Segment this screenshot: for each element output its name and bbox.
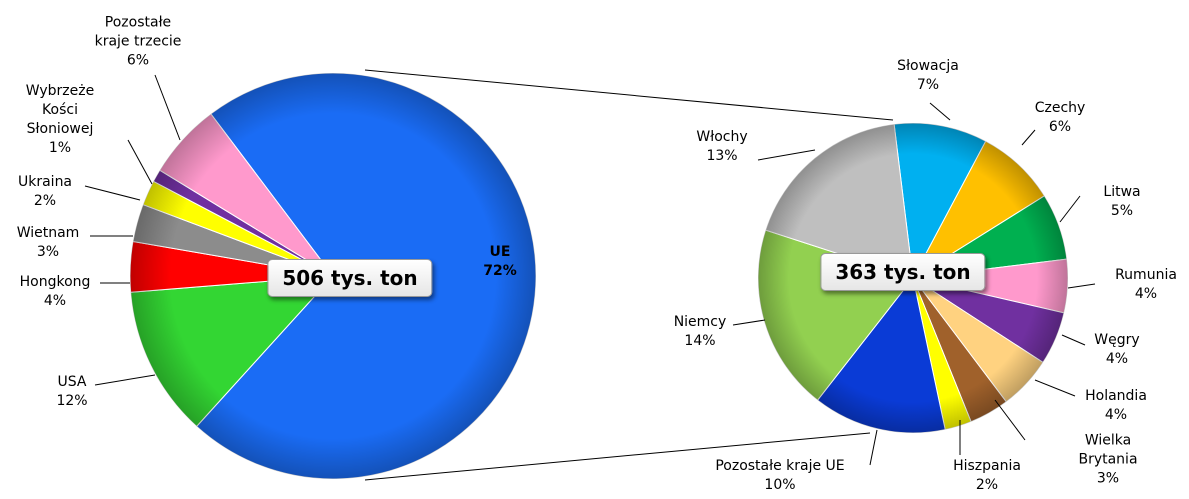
- slice-label: Hiszpania 2%: [953, 457, 1021, 495]
- value-label: 10%: [764, 477, 796, 493]
- value-label: 4%: [1105, 351, 1129, 367]
- slice-label: Czechy 6%: [1035, 99, 1086, 137]
- value-label: 4%: [1104, 407, 1128, 423]
- leader-line: [1059, 195, 1081, 223]
- slice-label: Hongkong 4%: [20, 273, 91, 311]
- value-label: 5%: [1110, 203, 1134, 219]
- value-label: 6%: [1048, 119, 1072, 135]
- total-label: 506 tys. ton: [267, 259, 433, 297]
- leader-line: [757, 149, 816, 161]
- value-label: 7%: [916, 77, 940, 93]
- leader-line: [94, 374, 156, 386]
- slice-label: Węgry 4%: [1094, 331, 1139, 369]
- category-label: Holandia: [1085, 388, 1147, 404]
- slice-label: Holandia 4%: [1085, 387, 1147, 425]
- category-label: Wielka Brytania: [1078, 432, 1138, 468]
- value-label: 72%: [483, 263, 517, 279]
- leader-line: [869, 429, 878, 466]
- leader-line: [732, 319, 766, 326]
- leader-line: [1067, 283, 1096, 289]
- category-label: Ukraina: [17, 174, 73, 190]
- category-label: UE: [489, 244, 511, 260]
- value-label: 2%: [975, 477, 999, 493]
- category-label: Czechy: [1034, 100, 1086, 116]
- slice-label: Słowacja 7%: [897, 57, 959, 95]
- value-label: 1%: [48, 140, 72, 156]
- category-label: Słowacja: [897, 58, 959, 74]
- category-label: Pozostałe kraje trzecie: [94, 14, 182, 50]
- value-label: 3%: [36, 244, 60, 260]
- value-label: 13%: [706, 148, 738, 164]
- value-label: 4%: [43, 293, 67, 309]
- leader-line: [1061, 334, 1086, 346]
- slice-label: Pozostałe kraje UE 10%: [715, 457, 844, 495]
- category-label: Niemcy: [673, 314, 727, 330]
- value-label: 14%: [684, 333, 716, 349]
- annotation: 506 tys. ton: [282, 266, 418, 290]
- category-label: Hiszpania: [953, 458, 1021, 474]
- slice-label: Wietnam 3%: [17, 224, 80, 262]
- value-label: 2%: [33, 193, 57, 209]
- slice-label: Litwa 5%: [1103, 183, 1140, 221]
- leader-line: [84, 185, 141, 201]
- value-label: 6%: [126, 52, 150, 69]
- category-label: Węgry: [1094, 332, 1140, 348]
- leader-line: [127, 139, 153, 185]
- category-label: Pozostałe kraje UE: [715, 458, 845, 474]
- leader-line: [1034, 379, 1076, 397]
- category-label: Włochy: [696, 129, 748, 145]
- category-label: Rumunia: [1115, 267, 1177, 283]
- total-label: 363 tys. ton: [820, 253, 986, 291]
- slice-label: Wielka Brytania 3%: [1068, 432, 1149, 489]
- leader-line: [929, 102, 951, 121]
- slice-label: Rumunia 4%: [1115, 266, 1177, 304]
- value-label: 3%: [1096, 470, 1120, 487]
- slice-label: Ukraina 2%: [18, 173, 72, 211]
- leader-line: [154, 74, 181, 141]
- category-label: Wietnam: [16, 225, 80, 241]
- category-label: Hongkong: [19, 274, 91, 290]
- slice-label: USA 12%: [56, 373, 87, 411]
- slice-label: Niemcy 14%: [674, 313, 727, 351]
- value-label: 4%: [1134, 286, 1158, 302]
- slice-label: Pozostałe kraje trzecie 6%: [95, 14, 182, 71]
- category-label: Wybrzeże Kości Słoniowej: [25, 83, 95, 137]
- slice-label: Wybrzeże Kości Słoniowej 1%: [26, 82, 94, 158]
- category-label: USA: [57, 374, 87, 390]
- annotation: 363 tys. ton: [835, 260, 971, 284]
- slice-label: UE 72%: [483, 243, 517, 281]
- category-label: Litwa: [1103, 184, 1141, 200]
- leader-line: [1021, 129, 1036, 146]
- value-label: 12%: [56, 393, 88, 409]
- leader-line: [994, 399, 1026, 441]
- slice-label: Włochy 13%: [696, 128, 747, 166]
